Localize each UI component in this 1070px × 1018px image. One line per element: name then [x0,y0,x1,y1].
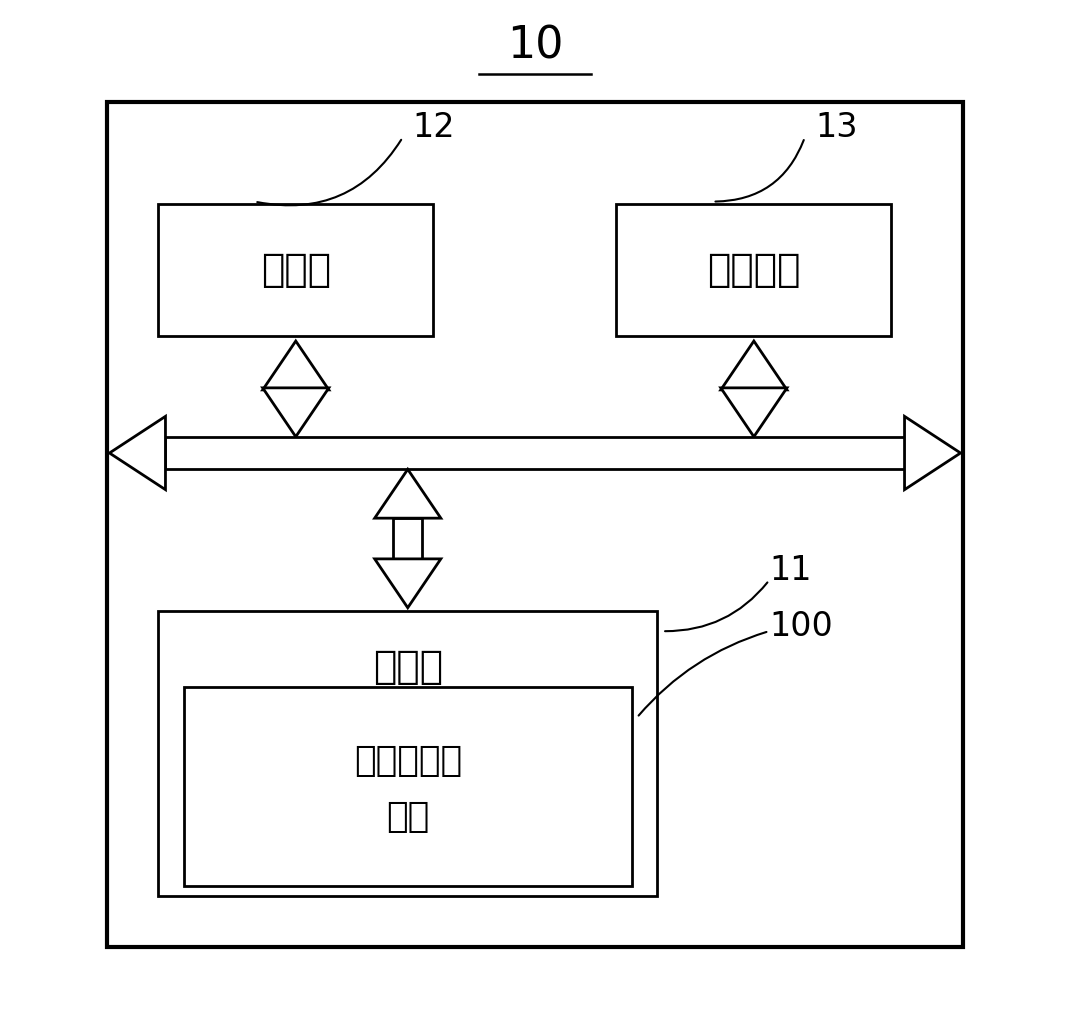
Text: 四肢骨分割: 四肢骨分割 [354,744,462,778]
Text: 通信单元: 通信单元 [707,250,800,289]
Text: 13: 13 [815,111,857,144]
Polygon shape [109,416,166,490]
Polygon shape [263,388,328,437]
Polygon shape [374,559,441,608]
Bar [158,611,657,896]
Bar [616,204,891,336]
Text: 存储器: 存储器 [372,647,443,686]
Bar [394,518,422,559]
Text: 处理器: 处理器 [261,250,331,289]
Text: 装置: 装置 [386,800,429,834]
Bar [107,102,963,947]
Text: 11: 11 [769,554,812,586]
Bar [739,388,768,390]
Polygon shape [263,341,328,390]
Bar [184,687,631,886]
Text: 10: 10 [507,24,563,67]
Bar [158,204,433,336]
Polygon shape [374,469,441,518]
Text: 12: 12 [413,111,456,144]
Polygon shape [721,341,786,390]
Bar [166,437,904,469]
Text: 100: 100 [769,610,832,642]
Polygon shape [904,416,961,490]
Polygon shape [721,388,786,437]
Bar [281,388,310,390]
